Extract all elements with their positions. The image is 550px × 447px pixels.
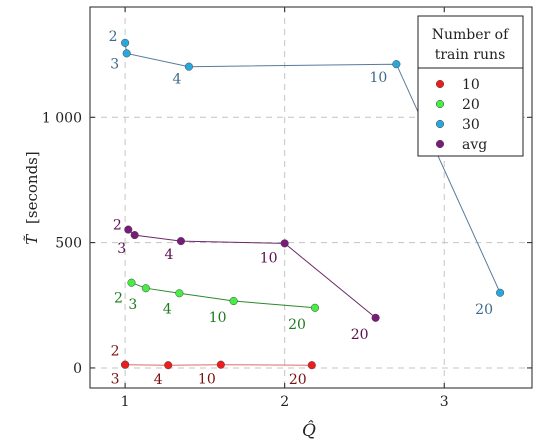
legend-label-10: 10 bbox=[462, 77, 480, 93]
point-label-30-3: 3 bbox=[110, 56, 119, 72]
y-tick-label: 500 bbox=[55, 236, 82, 252]
y-tick-label: 0 bbox=[73, 361, 82, 377]
data-point-20-3 bbox=[141, 284, 150, 293]
point-label-10-20: 20 bbox=[289, 372, 307, 388]
legend-entries: 10 20 30 avg bbox=[435, 77, 487, 153]
point-label-10-3: 3 bbox=[111, 372, 120, 388]
series-points bbox=[121, 38, 505, 370]
point-label-avg-10: 10 bbox=[260, 250, 278, 266]
data-point-30-4 bbox=[184, 62, 193, 71]
point-label-avg-20: 20 bbox=[351, 327, 369, 343]
point-label-30-20: 20 bbox=[475, 302, 493, 318]
legend: Number of train runs 10 20 30 avg bbox=[417, 15, 524, 157]
point-label-20-10: 10 bbox=[209, 310, 227, 326]
legend-marker-30 bbox=[435, 119, 445, 129]
y-axis-label-unit: [seconds] bbox=[23, 151, 41, 224]
data-point-30-10 bbox=[392, 60, 401, 69]
data-point-30-3 bbox=[122, 49, 131, 58]
data-point-avg-20 bbox=[371, 313, 380, 322]
data-point-20-10 bbox=[229, 296, 238, 306]
data-point-avg-2 bbox=[124, 225, 133, 234]
x-tick-label: 3 bbox=[440, 394, 449, 410]
legend-label-30: 30 bbox=[462, 117, 480, 133]
point-label-30-2: 2 bbox=[109, 29, 118, 45]
y-axis-label: T̃ [seconds] bbox=[23, 151, 41, 244]
point-label-20-3: 3 bbox=[128, 297, 137, 313]
data-point-30-20 bbox=[496, 288, 505, 297]
x-axis-label: Q̂ bbox=[302, 421, 316, 441]
x-axis-ticks: 1 2 3 bbox=[121, 7, 449, 410]
point-label-20-20: 20 bbox=[288, 317, 306, 333]
data-point-10-3 bbox=[121, 360, 130, 369]
y-tick-label: 1 000 bbox=[42, 110, 82, 126]
point-label-10-4: 4 bbox=[154, 372, 163, 388]
x-tick-label: 1 bbox=[121, 394, 130, 410]
point-label-30-10: 10 bbox=[369, 70, 387, 86]
data-point-10-4 bbox=[164, 361, 173, 370]
x-tick-label: 2 bbox=[280, 394, 289, 410]
point-label-10-2: 2 bbox=[111, 344, 120, 360]
data-point-avg-3 bbox=[130, 231, 139, 240]
y-axis-ticks: 0 500 1 000 bbox=[42, 110, 532, 377]
legend-label-20: 20 bbox=[462, 97, 480, 113]
point-label-30-4: 4 bbox=[172, 72, 181, 88]
legend-title-line-1: Number of bbox=[432, 27, 510, 43]
legend-label-avg: avg bbox=[462, 137, 487, 153]
point-label-20-2: 2 bbox=[114, 291, 123, 307]
legend-marker-avg bbox=[435, 139, 445, 149]
legend-box bbox=[417, 15, 524, 157]
legend-marker-20 bbox=[435, 99, 445, 109]
data-point-30-2 bbox=[121, 38, 130, 47]
point-label-avg-2: 2 bbox=[113, 218, 122, 234]
data-point-10-10 bbox=[216, 360, 225, 369]
svg-text:T̃ [seconds]: T̃ [seconds] bbox=[23, 151, 41, 244]
data-point-avg-10 bbox=[280, 239, 289, 248]
data-point-20-4 bbox=[175, 289, 184, 298]
data-point-10-20 bbox=[307, 361, 316, 370]
point-label-20-4: 4 bbox=[163, 301, 172, 317]
legend-title-line-2: train runs bbox=[435, 47, 506, 63]
y-axis-label-symbol: T̃ bbox=[23, 234, 41, 245]
point-label-avg-4: 4 bbox=[164, 247, 173, 263]
series-line-10 bbox=[125, 364, 312, 366]
data-point-20-20 bbox=[310, 303, 320, 312]
point-label-10-10: 10 bbox=[198, 372, 216, 388]
legend-marker-10 bbox=[435, 79, 445, 89]
data-point-avg-4 bbox=[176, 237, 186, 246]
data-point-20-2 bbox=[127, 278, 136, 287]
point-label-avg-3: 3 bbox=[117, 241, 126, 257]
